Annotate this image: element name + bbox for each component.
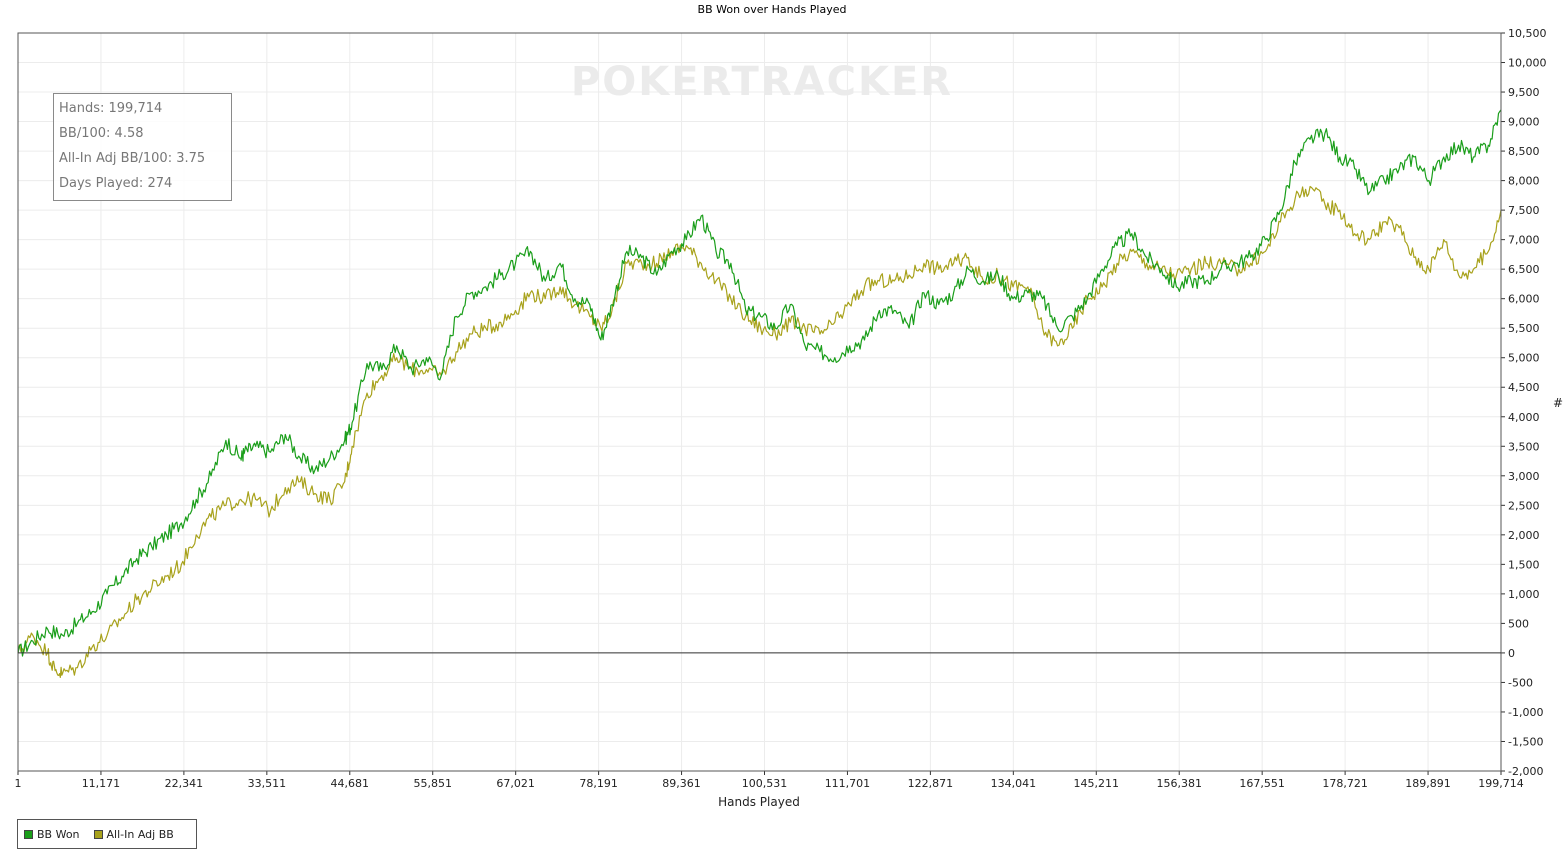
stats-allin-bb100: All-In Adj BB/100: 3.75	[59, 151, 206, 166]
y-tick-label: 9,000	[1508, 116, 1540, 129]
watermark: POKERTRACKER	[571, 59, 953, 105]
x-tick-label: 167,551	[1239, 777, 1285, 790]
x-tick-label: 33,511	[248, 777, 287, 790]
y-tick-label: 8,000	[1508, 175, 1540, 188]
x-tick-label: 89,361	[662, 777, 701, 790]
stats-box: Hands: 199,714 BB/100: 4.58 All-In Adj B…	[53, 93, 232, 201]
x-tick-label: 55,851	[413, 777, 452, 790]
x-tick-label: 145,211	[1074, 777, 1120, 790]
x-tick-label: 156,381	[1156, 777, 1202, 790]
legend-label-bb-won: BB Won	[37, 827, 80, 841]
x-tick-label: 100,531	[742, 777, 788, 790]
y-axis-label: #	[1553, 396, 1563, 410]
y-tick-label: 10,500	[1508, 27, 1547, 40]
y-tick-label: 9,500	[1508, 86, 1540, 99]
y-tick-label: 10,000	[1508, 57, 1547, 70]
y-tick-label: 6,000	[1508, 293, 1540, 306]
series-line-bb-won	[17, 109, 1502, 657]
y-tick-label: 0	[1508, 647, 1515, 660]
y-tick-label: -1,500	[1508, 735, 1543, 748]
x-tick-label: 22,341	[165, 777, 204, 790]
y-tick-label: 1,000	[1508, 588, 1540, 601]
y-tick-label: 2,500	[1508, 499, 1540, 512]
y-tick-label: -2,000	[1508, 765, 1543, 778]
x-tick-label: 134,041	[991, 777, 1037, 790]
series-lines	[17, 109, 1502, 678]
x-tick-label: 1	[15, 777, 22, 790]
x-tick-label: 78,191	[579, 777, 618, 790]
x-tick-label: 189,891	[1405, 777, 1451, 790]
stats-days: Days Played: 274	[59, 176, 173, 191]
y-tick-label: 6,500	[1508, 263, 1540, 276]
series-line-allin-adj-bb	[17, 185, 1502, 678]
y-tick-label: 8,500	[1508, 145, 1540, 158]
y-tick-label: 3,500	[1508, 440, 1540, 453]
y-tick-label: 1,500	[1508, 558, 1540, 571]
x-tick-label: 67,021	[496, 777, 535, 790]
legend: BB Won All-In Adj BB	[17, 819, 197, 849]
x-tick-label: 11,171	[82, 777, 121, 790]
legend-item-allin-adj-bb[interactable]: All-In Adj BB	[93, 827, 174, 841]
y-tick-label: 4,000	[1508, 411, 1540, 424]
y-tick-label: 5,500	[1508, 322, 1540, 335]
y-tick-label: 500	[1508, 617, 1529, 630]
legend-label-allin-adj-bb: All-In Adj BB	[106, 827, 174, 841]
stats-hands: Hands: 199,714	[59, 101, 163, 116]
x-tick-label: 111,701	[825, 777, 871, 790]
y-tick-label: 7,500	[1508, 204, 1540, 217]
y-tick-label: -500	[1508, 676, 1533, 689]
x-axis-label: Hands Played	[718, 795, 800, 809]
grid	[17, 32, 1502, 772]
axes: 10,500 10,000 9,500 9,000 8,500 8,000 7,500 7,0…	[15, 27, 1547, 790]
x-tick-label: 122,871	[908, 777, 954, 790]
y-tick-label: 2,000	[1508, 529, 1540, 542]
legend-swatch-allin-adj-bb	[93, 829, 103, 839]
y-tick-label: 4,500	[1508, 381, 1540, 394]
legend-swatch-bb-won	[24, 829, 33, 839]
plot-area	[18, 33, 1501, 771]
chart-title: BB Won over Hands Played	[698, 3, 847, 16]
x-tick-label: 199,714	[1478, 777, 1524, 790]
y-tick-label: -1,000	[1508, 706, 1543, 719]
x-tick-label: 44,681	[331, 777, 370, 790]
plot-frame	[17, 32, 1502, 772]
stats-bb100: BB/100: 4.58	[59, 126, 144, 141]
y-tick-label: 3,000	[1508, 470, 1540, 483]
x-tick-label: 178,721	[1322, 777, 1368, 790]
y-tick-label: 5,000	[1508, 352, 1540, 365]
y-tick-label: 7,000	[1508, 234, 1540, 247]
legend-item-bb-won[interactable]: BB Won	[24, 828, 80, 841]
